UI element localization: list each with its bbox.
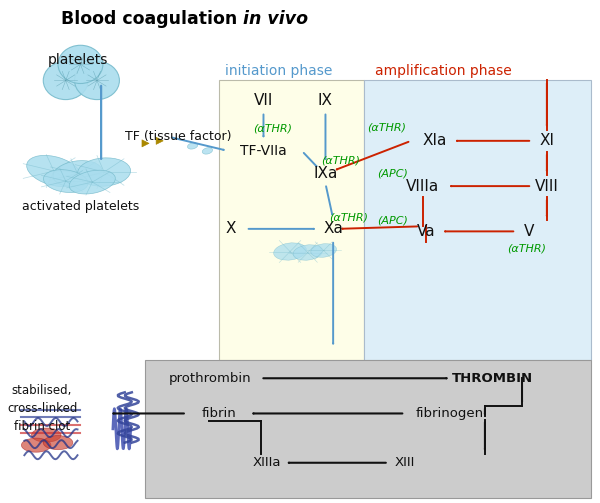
Ellipse shape (274, 243, 307, 260)
Ellipse shape (77, 158, 131, 186)
Text: amplification phase: amplification phase (375, 64, 512, 78)
Ellipse shape (74, 61, 119, 100)
Text: (αTHR): (αTHR) (329, 212, 368, 222)
Ellipse shape (53, 160, 102, 187)
Text: Va: Va (416, 224, 435, 239)
Bar (364, 80, 591, 360)
Text: VIII: VIII (535, 179, 559, 194)
Bar (145, 360, 591, 498)
Text: TF (tissue factor): TF (tissue factor) (125, 130, 231, 143)
Text: V: V (524, 224, 535, 239)
Text: (αTHR): (αTHR) (367, 123, 406, 133)
Text: activated platelets: activated platelets (22, 200, 139, 213)
Ellipse shape (69, 170, 115, 194)
Text: XIII: XIII (395, 456, 415, 469)
Text: VIIIa: VIIIa (406, 179, 440, 194)
Text: (αTHR): (αTHR) (253, 123, 292, 133)
Ellipse shape (43, 170, 88, 193)
Text: stabilised,
cross-linked
fibrin clot: stabilised, cross-linked fibrin clot (7, 384, 77, 433)
Ellipse shape (22, 438, 51, 452)
Ellipse shape (43, 436, 73, 450)
Ellipse shape (26, 155, 81, 187)
Text: IX: IX (318, 93, 333, 108)
Text: X: X (226, 221, 236, 236)
Ellipse shape (293, 245, 322, 260)
Text: fibrinogen: fibrinogen (415, 407, 484, 420)
Text: VII: VII (254, 93, 273, 108)
Text: (αTHR): (αTHR) (321, 156, 360, 166)
Text: IXa: IXa (313, 166, 338, 181)
Ellipse shape (202, 148, 212, 154)
Text: TF-VIIa: TF-VIIa (240, 144, 287, 158)
Text: XIa: XIa (422, 133, 447, 148)
Text: in vivo: in vivo (243, 10, 308, 28)
Ellipse shape (311, 243, 337, 258)
Ellipse shape (43, 61, 88, 100)
Text: THROMBIN: THROMBIN (452, 372, 533, 385)
Text: (APC): (APC) (377, 169, 407, 179)
Ellipse shape (31, 428, 61, 442)
Text: initiation phase: initiation phase (224, 64, 332, 78)
Bar (219, 80, 364, 360)
Text: (αTHR): (αTHR) (507, 244, 546, 254)
Text: Blood coagulation: Blood coagulation (61, 10, 243, 28)
Text: platelets: platelets (47, 53, 107, 67)
Ellipse shape (58, 45, 103, 83)
Ellipse shape (187, 143, 198, 149)
Text: (APC): (APC) (377, 215, 407, 225)
Text: prothrombin: prothrombin (169, 372, 251, 385)
Text: XI: XI (539, 133, 554, 148)
Text: XIIIa: XIIIa (252, 456, 281, 469)
Text: Xa: Xa (323, 221, 343, 236)
Text: fibrin: fibrin (202, 407, 236, 420)
